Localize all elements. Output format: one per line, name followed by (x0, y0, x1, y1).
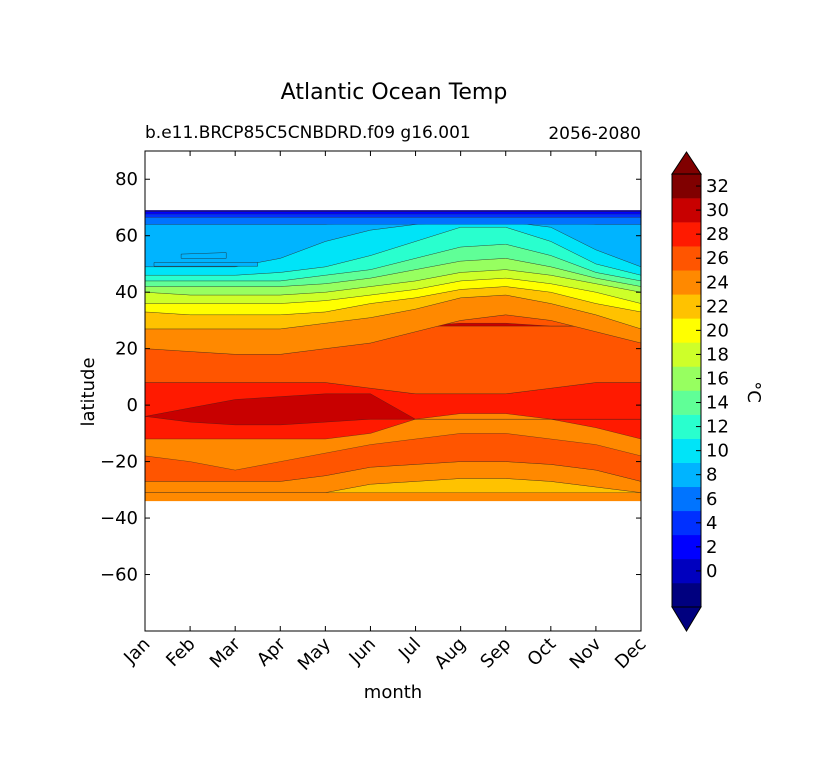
x-tick-label: Apr (253, 633, 290, 670)
plot-frame (144, 150, 642, 632)
plot-area (144, 210, 642, 502)
colorbar-under-arrow (671, 606, 702, 632)
colorbar-over-arrow (671, 151, 702, 175)
colorbar-segment--2 (672, 582, 701, 608)
x-tick-label: Mar (206, 633, 245, 672)
colorbar-tick-label: 4 (706, 513, 717, 534)
colorbar-tick-label: 18 (706, 344, 729, 365)
x-tick-label: Sep (476, 634, 515, 673)
colorbar-tick-label: 14 (706, 393, 729, 414)
colorbar-tick-label: 8 (706, 465, 717, 486)
contour-patch-cool-0 (180, 252, 227, 259)
y-tick-label: 40 (115, 282, 138, 303)
y-tick-label: 80 (115, 169, 138, 190)
y-tick-label: −20 (100, 452, 138, 473)
contour-band-polar-6-8 (144, 217, 642, 225)
x-tick-label: Nov (566, 633, 606, 673)
chart-title: Atlantic Ocean Temp (281, 80, 508, 105)
x-tick-label: Jul (394, 634, 425, 665)
colorbar-tick-label: 12 (706, 417, 729, 438)
x-tick-label: Jan (119, 634, 154, 669)
y-tick-label: −40 (100, 508, 138, 529)
y-axis-label: latitude (78, 357, 99, 426)
contour-band-30-32 (144, 393, 641, 426)
colorbar-tick-label: 24 (706, 272, 729, 293)
y-tick-label: 0 (127, 395, 138, 416)
x-axis-label: month (364, 682, 422, 703)
colorbar-tick-label: 6 (706, 489, 717, 510)
colorbar-tick-label: 10 (706, 441, 729, 462)
colorbar-frame (671, 173, 702, 608)
chart-subtitle-left: b.e11.BRCP85C5CNBDRD.f09 g16.001 (145, 123, 471, 143)
x-tick-label: May (294, 633, 335, 674)
y-tick-label: 20 (115, 339, 138, 360)
colorbar-tick-label: 32 (706, 176, 729, 197)
contour-band-polar-0-2 (144, 210, 642, 212)
colorbar-tick-label: 16 (706, 368, 729, 389)
x-tick-label: Aug (430, 634, 470, 674)
colorbar-tick-label: 20 (706, 320, 729, 341)
x-tick-label: Oct (523, 634, 560, 671)
y-tick-label: 60 (115, 226, 138, 247)
contour-band-polar-2-4 (144, 211, 642, 215)
x-tick-label: Dec (611, 634, 650, 673)
x-tick-label: Feb (162, 634, 199, 671)
colorbar-tick-label: 26 (706, 248, 729, 269)
x-tick-label: Jun (345, 634, 380, 669)
colorbar-tick-label: 30 (706, 200, 729, 221)
colorbar-tick-label: 28 (706, 224, 729, 245)
colorbar-tick-label: 0 (706, 561, 717, 582)
contour-patch-cool-1 (153, 262, 258, 267)
contour-band-polar-4-6 (144, 213, 642, 218)
y-tick-label: −60 (100, 565, 138, 586)
colorbar-tick-label: 2 (706, 537, 717, 558)
colorbar-tick-label: 22 (706, 296, 729, 317)
colorbar-label: °C (743, 381, 764, 403)
chart-subtitle-right: 2056-2080 (548, 124, 641, 144)
